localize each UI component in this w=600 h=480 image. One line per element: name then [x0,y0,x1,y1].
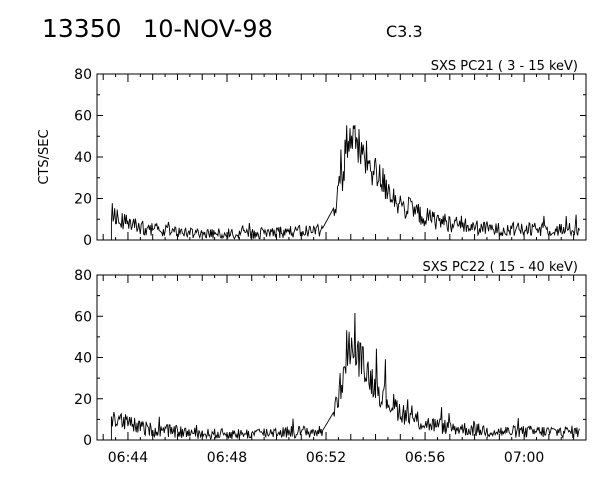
y-tick-label: 60 [74,309,92,325]
chart-panel-1: 0 20 40 60 80 SXS PC21 ( 3 - 15 keV) CTS/SEC [37,59,587,249]
panel-title: SXS PC22 ( 15 - 40 keV) [422,260,578,275]
plot-frame [96,274,587,441]
y-tick-label: 20 [74,392,92,408]
x-tick-label: 06:48 [207,450,247,466]
chart-panel-2: 0 20 40 60 80 06:44 06:48 06:52 06:56 07:00 SXS PC… [74,260,587,466]
y-tick-label: 80 [74,268,92,284]
y-axis-label: CTS/SEC [37,129,52,184]
series-line [110,312,580,440]
y-tick-label: 20 [74,192,92,208]
panel-title: SXS PC21 ( 3 - 15 keV) [431,59,578,74]
y-tick-label: 60 [74,109,92,125]
event-id: 13350 [42,14,122,43]
series-line [110,125,580,240]
y-tick-label: 80 [74,67,92,83]
x-tick-label: 06:52 [306,450,346,466]
y-tick-label: 0 [83,433,92,449]
event-date: 10-NOV-98 [143,15,273,43]
y-tick-label: 0 [83,233,92,249]
y-tick-label: 40 [74,150,92,166]
flare-class: C3.3 [386,22,423,41]
x-tick-label: 06:44 [108,450,148,466]
y-tick-label: 40 [74,351,92,367]
x-tick-label: 06:56 [405,450,445,466]
x-tick-label: 07:00 [504,450,544,466]
